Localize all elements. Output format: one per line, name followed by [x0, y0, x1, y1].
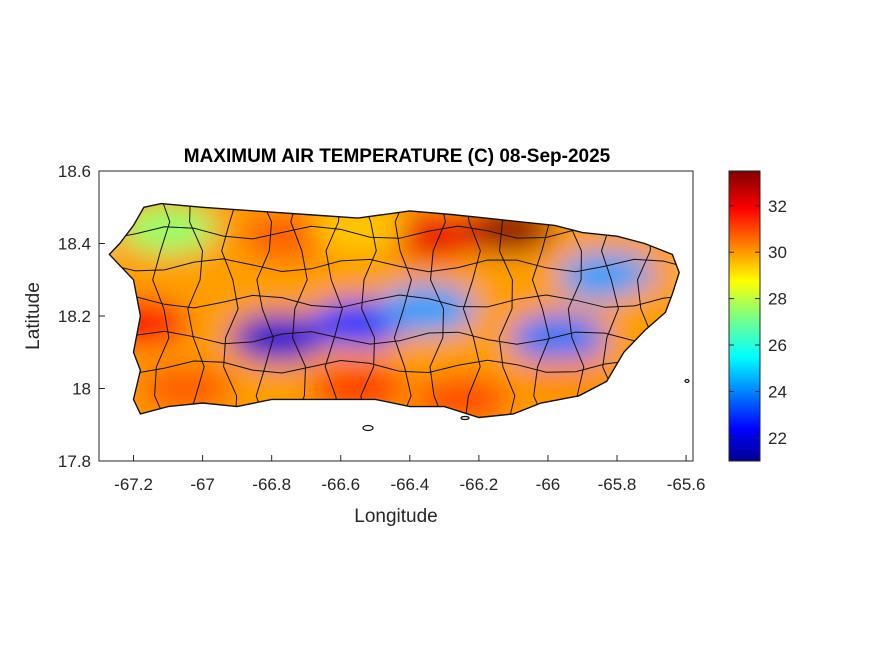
x-tick-label: -65.8 — [598, 475, 637, 494]
municipality-boundary — [462, 203, 481, 418]
colorbar-tick-label: 24 — [768, 382, 787, 401]
municipality-boundary — [109, 294, 680, 309]
temperature-cell — [510, 313, 607, 362]
temperature-cell — [120, 205, 217, 253]
colorbar-tick-label: 22 — [768, 429, 787, 448]
x-tick-label: -66.4 — [390, 475, 429, 494]
islets — [362, 378, 690, 432]
y-tick-label: 18.6 — [58, 162, 91, 181]
colorbar-tick-label: 30 — [768, 243, 787, 262]
x-tick-label: -67.2 — [114, 475, 153, 494]
x-tick-label: -67 — [190, 475, 215, 494]
x-axis: -67.2 -67 -66.8 -66.6 -66.4 -66.2 -66 -65.8 -65.… — [114, 455, 705, 494]
municipality-boundary — [324, 203, 343, 418]
y-axis-label: Latitude — [23, 282, 44, 350]
colorbar-ticks: 22 24 26 28 30 32 — [729, 197, 787, 448]
municipality-boundary — [109, 258, 680, 273]
x-tick-label: -66.8 — [252, 475, 291, 494]
colorbar-tick-label: 26 — [768, 336, 787, 355]
municipality-boundaries — [109, 203, 680, 418]
y-axis: 17.8 18 18.2 18.4 18.6 — [58, 162, 105, 471]
y-tick-label: 17.8 — [58, 452, 91, 471]
municipality-boundary — [221, 203, 240, 418]
municipality-boundary — [186, 203, 205, 418]
y-tick-label: 18.2 — [58, 307, 91, 326]
temperature-cell — [610, 284, 680, 333]
municipality-boundary — [290, 203, 308, 418]
colorbar — [728, 170, 761, 462]
temperature-cell — [558, 252, 655, 301]
y-tick-label: 18.4 — [58, 235, 91, 254]
temperature-cell — [137, 364, 234, 413]
temperature-cell — [379, 284, 476, 333]
x-tick-label: -66.6 — [321, 475, 360, 494]
municipality-boundary — [498, 203, 516, 418]
y-tick-label: 18 — [72, 380, 91, 399]
x-tick-label: -66 — [536, 475, 561, 494]
x-axis-label: Longitude — [354, 506, 437, 527]
municipality-boundary — [152, 203, 171, 418]
colorbar-tick-label: 32 — [768, 197, 787, 216]
temperature-cell — [230, 313, 327, 362]
municipality-boundary — [109, 330, 680, 345]
x-tick-label: -65.6 — [667, 475, 706, 494]
island-outline — [108, 202, 680, 419]
municipality-boundary — [109, 359, 680, 374]
municipality-boundary — [255, 203, 274, 418]
municipality-boundary — [393, 203, 412, 418]
municipality-boundary — [429, 203, 447, 418]
chart-title: MAXIMUM AIR TEMPERATURE (C) 08-Sep-2025 — [184, 146, 611, 167]
municipality-boundary — [531, 203, 551, 418]
municipality-boundary — [566, 203, 585, 418]
colorbar-tick-label: 28 — [768, 290, 787, 309]
temperature-cell — [385, 212, 482, 261]
x-tick-label: -66.2 — [460, 475, 499, 494]
municipality-boundary — [359, 203, 377, 418]
